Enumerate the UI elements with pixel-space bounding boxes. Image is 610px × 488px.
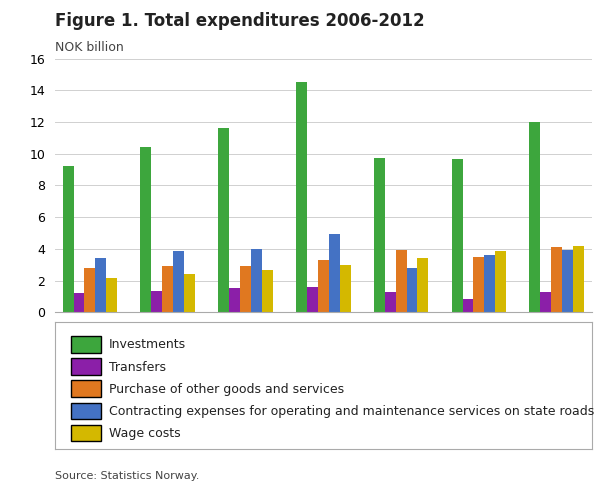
Bar (318, 260, 329, 312)
Text: Contracting expenses for operating and maintenance services on state roads: Contracting expenses for operating and m… (109, 405, 594, 418)
FancyBboxPatch shape (71, 358, 101, 375)
Bar (374, 159, 385, 312)
Bar (296, 82, 307, 312)
Bar (529, 122, 540, 312)
FancyBboxPatch shape (71, 381, 101, 397)
Bar (473, 257, 484, 312)
Bar (417, 259, 428, 312)
Bar (63, 166, 74, 312)
Bar (562, 250, 573, 312)
Bar (173, 251, 184, 312)
Bar (84, 268, 95, 312)
Text: NOK billion: NOK billion (55, 41, 124, 55)
FancyBboxPatch shape (71, 425, 101, 441)
Bar (162, 266, 173, 312)
Text: Figure 1. Total expenditures 2006-2012: Figure 1. Total expenditures 2006-2012 (55, 12, 425, 30)
Bar (140, 147, 151, 312)
Bar (406, 268, 417, 312)
Text: Investments: Investments (109, 338, 185, 351)
Bar (74, 293, 84, 312)
Bar (184, 274, 195, 312)
FancyBboxPatch shape (71, 336, 101, 352)
Bar (95, 259, 106, 312)
FancyBboxPatch shape (71, 403, 101, 419)
Bar (229, 288, 240, 312)
Bar (307, 287, 318, 312)
Bar (340, 264, 351, 312)
Text: Purchase of other goods and services: Purchase of other goods and services (109, 383, 343, 396)
Bar (573, 245, 584, 312)
Bar (151, 291, 162, 312)
Text: Source: Statistics Norway.: Source: Statistics Norway. (55, 471, 199, 481)
Bar (540, 292, 551, 312)
Bar (262, 270, 273, 312)
Bar (551, 247, 562, 312)
Bar (251, 249, 262, 312)
Text: Wage costs: Wage costs (109, 427, 180, 440)
Bar (462, 299, 473, 312)
Bar (385, 292, 396, 312)
Bar (484, 255, 495, 312)
Bar (329, 234, 340, 312)
Bar (218, 128, 229, 312)
Bar (495, 251, 506, 312)
Bar (106, 278, 117, 312)
Bar (240, 266, 251, 312)
Text: Transfers: Transfers (109, 361, 165, 374)
Bar (396, 250, 406, 312)
Bar (451, 159, 462, 312)
